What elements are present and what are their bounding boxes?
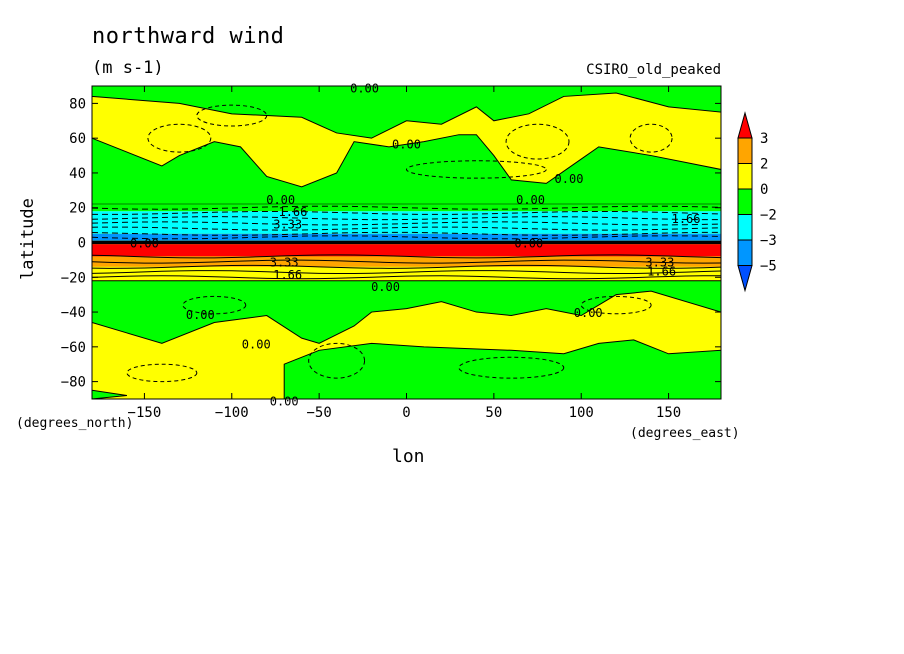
y-tick-label: −60: [61, 340, 86, 356]
colorbar-label: −2: [760, 208, 777, 224]
x-axis-units: (degrees_east): [630, 426, 740, 441]
colorbar-label: 3: [760, 131, 768, 147]
contour-label: 0.00: [516, 193, 545, 207]
closed-contour-8: [126, 363, 198, 383]
dashed-contour-6: [91, 235, 722, 240]
solid-contour-2: [91, 264, 722, 269]
closed-contour-0: [196, 104, 268, 127]
contour-label: 0.00: [514, 237, 543, 251]
zonal-band-4: [92, 244, 721, 257]
chart-units: (m s-1): [92, 58, 164, 78]
y-tick-label: 20: [69, 201, 86, 217]
colorbar-bottom-arrow: [737, 265, 753, 293]
x-tick-label: 100: [569, 405, 594, 421]
colorbar-swatch-3: [737, 188, 753, 215]
contour-label: 1.66: [273, 268, 302, 282]
closed-contour-7: [458, 356, 565, 379]
green-region-2: [91, 280, 722, 344]
closed-contour-2: [147, 123, 212, 153]
x-tick-label: −100: [215, 405, 249, 421]
y-tick-label: 40: [69, 166, 86, 182]
zonal-band-5: [92, 256, 721, 267]
closed-contour-5: [182, 295, 247, 315]
closed-contour-9: [308, 342, 366, 379]
contour-label: 0.00: [242, 337, 271, 351]
colorbar-swatch-5: [737, 239, 753, 266]
x-tick-label: −50: [306, 405, 331, 421]
colorbar-label: −5: [760, 259, 777, 275]
contour-label: 0.00: [130, 237, 159, 251]
closed-contour-4: [629, 123, 673, 153]
contour-label: 3.33: [273, 217, 302, 231]
closed-contour-3: [406, 160, 547, 179]
colorbar-swatch-2: [737, 163, 753, 190]
dashed-contour-3: [91, 221, 722, 226]
x-axis-label: lon: [392, 446, 425, 467]
contour-label: 1.66: [278, 205, 307, 219]
contour-label: 3.33: [270, 256, 299, 270]
y-tick-label: −80: [61, 375, 86, 391]
closed-contour-6: [580, 295, 652, 315]
y-tick-label: −20: [61, 270, 86, 286]
zonal-band-3: [92, 240, 721, 245]
y-tick-label: 0: [78, 236, 86, 252]
green-region-0: [91, 85, 722, 139]
solid-contour-1: [91, 259, 722, 264]
y-tick-label: −40: [61, 305, 86, 321]
colorbar-swatch-4: [737, 214, 753, 241]
y-tick-label: 60: [69, 131, 86, 147]
y-axis-units: (degrees_north): [16, 416, 134, 431]
chart-title: northward wind: [92, 24, 285, 49]
contour-label: 0.00: [350, 82, 379, 96]
solid-contour-0: [91, 254, 722, 259]
colorbar-label: −3: [760, 233, 777, 249]
contour-label: 1.66: [647, 264, 676, 278]
solid-contour-3: [91, 270, 722, 275]
y-tick-label: 80: [69, 96, 86, 112]
x-tick-label: 150: [656, 405, 681, 421]
contour-label: 0.00: [555, 172, 584, 186]
colorbar-label: 2: [760, 157, 768, 173]
solid-contour-4: [91, 275, 722, 280]
contour-label: 1.66: [672, 212, 701, 226]
colorbar-top-arrow: [737, 111, 753, 139]
contour-label: 3.33: [645, 256, 674, 270]
dashed-contour-0: [91, 205, 722, 210]
contour-label: 0.00: [392, 137, 421, 151]
dataset-name: CSIRO_old_peaked: [586, 62, 721, 78]
colorbar-label: 0: [760, 182, 768, 198]
dashed-contour-4: [91, 226, 722, 231]
contour-label: 0.00: [270, 395, 299, 409]
contour-label: 0.00: [186, 308, 215, 322]
dashed-contour-2: [91, 216, 722, 221]
x-tick-label: −150: [128, 405, 162, 421]
closed-contour-1: [505, 123, 570, 160]
dashed-contour-5: [91, 231, 722, 236]
contour-label: 0.00: [266, 193, 295, 207]
dashed-contour-1: [91, 210, 722, 215]
x-tick-label: 0: [402, 405, 410, 421]
contour-label: 0.00: [371, 280, 400, 294]
x-tick-label: 50: [485, 405, 502, 421]
contour-label: 0.00: [574, 306, 603, 320]
colorbar-swatch-1: [737, 137, 753, 164]
